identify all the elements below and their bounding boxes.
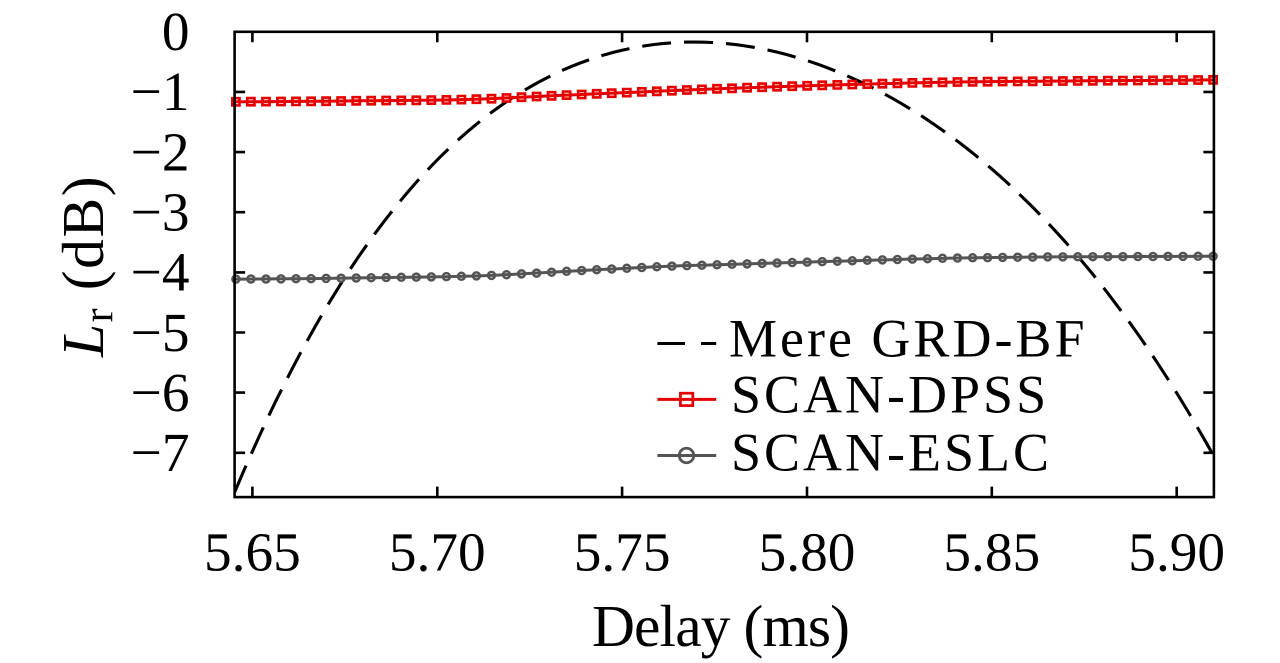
svg-text:−3: −3: [131, 182, 190, 243]
svg-text:5.90: 5.90: [1128, 521, 1225, 582]
svg-text:5.80: 5.80: [759, 521, 856, 582]
svg-text:SCAN-ESLC: SCAN-ESLC: [731, 423, 1052, 483]
svg-text:Delay (ms): Delay (ms): [592, 593, 849, 659]
svg-text:−4: −4: [131, 242, 190, 303]
svg-text:5.85: 5.85: [943, 521, 1040, 582]
svg-text:5.70: 5.70: [389, 521, 486, 582]
svg-text:5.75: 5.75: [574, 521, 671, 582]
svg-text:−5: −5: [131, 302, 190, 363]
svg-text:0: 0: [162, 1, 190, 62]
svg-text:SCAN-DPSS: SCAN-DPSS: [731, 365, 1049, 425]
svg-text:−7: −7: [131, 422, 190, 483]
svg-text:5.65: 5.65: [204, 521, 301, 582]
svg-text:−2: −2: [131, 121, 190, 182]
svg-text:Lr (dB): Lr (dB): [50, 175, 122, 358]
svg-text:Mere GRD-BF: Mere GRD-BF: [729, 308, 1087, 368]
svg-text:−1: −1: [131, 61, 190, 122]
svg-text:−6: −6: [131, 362, 190, 423]
